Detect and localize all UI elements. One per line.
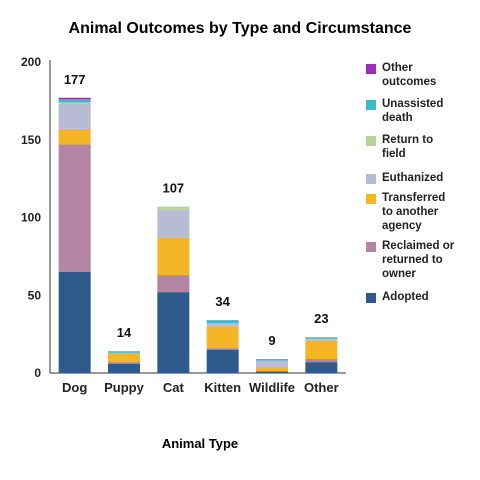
legend-item: Return to field xyxy=(366,133,480,161)
legend-swatch xyxy=(366,194,376,204)
legend-item: Adopted xyxy=(366,290,480,304)
legend-label: Other outcomes xyxy=(382,62,437,88)
legend-item: Other outcomes xyxy=(366,61,480,89)
bar-segment-cat-return-to-field xyxy=(157,206,190,210)
x-tick-label: Dog xyxy=(62,380,87,395)
legend-swatch xyxy=(366,174,376,184)
y-tick-label: 100 xyxy=(21,211,41,225)
bar-segment-puppy-adopted xyxy=(108,363,140,373)
x-tick-label: Other xyxy=(304,380,339,395)
bar-segment-kitten-transferred-to-another-agency xyxy=(206,326,239,349)
legend-label: Transferred to another agency xyxy=(382,192,446,232)
legend-item: Unassisted death xyxy=(366,97,480,125)
x-axis-title: Animal Type xyxy=(161,436,239,451)
bar-segment-dog-other-outcomes xyxy=(58,97,91,100)
bar-segment-other-unassisted-death xyxy=(305,337,338,339)
bar-segment-wildlife-euthanized xyxy=(256,360,288,367)
legend-label: Euthanized xyxy=(382,172,444,184)
y-tick-label: 200 xyxy=(21,55,41,69)
bar-segment-dog-transferred-to-another-agency xyxy=(58,128,91,145)
bar-segment-puppy-unassisted-death xyxy=(108,351,140,353)
legend-item: Euthanized xyxy=(366,171,480,185)
bar-segment-cat-reclaimed-or-returned-to-owner xyxy=(157,275,190,293)
bar-segment-kitten-euthanized xyxy=(206,323,239,327)
bar-segment-puppy-transferred-to-another-agency xyxy=(108,352,140,363)
bar-segment-dog-reclaimed-or-returned-to-owner xyxy=(58,144,91,272)
bar-segment-cat-adopted xyxy=(157,292,190,373)
y-tick-label: 150 xyxy=(21,133,41,147)
y-tick-label: 50 xyxy=(28,288,42,302)
bar-segment-kitten-adopted xyxy=(206,349,239,373)
bar-segment-other-adopted xyxy=(305,362,338,373)
bar-segment-wildlife-unassisted-death xyxy=(256,359,288,361)
legend-label: Adopted xyxy=(382,291,429,303)
bar-segment-cat-transferred-to-another-agency xyxy=(157,237,190,276)
bar-total-label: 14 xyxy=(117,325,132,340)
bar-total-label: 177 xyxy=(64,72,86,87)
legend-swatch xyxy=(366,242,376,252)
x-tick-label: Puppy xyxy=(104,380,144,395)
bar-total-label: 107 xyxy=(162,181,184,196)
legend-item: Reclaimed or returned to owner xyxy=(366,239,480,281)
bar-segment-kitten-reclaimed-or-returned-to-owner xyxy=(206,348,239,350)
bar-segment-dog-adopted xyxy=(58,271,91,373)
bar-segment-puppy-reclaimed-or-returned-to-owner xyxy=(108,362,140,364)
bar-segment-kitten-unassisted-death xyxy=(206,320,239,324)
legend-swatch xyxy=(366,100,376,110)
bar-segment-other-reclaimed-or-returned-to-owner xyxy=(305,359,338,363)
x-tick-label: Cat xyxy=(163,380,185,395)
x-tick-label: Wildlife xyxy=(249,380,295,395)
bar-total-label: 34 xyxy=(215,294,230,309)
bar-segment-other-transferred-to-another-agency xyxy=(305,340,338,360)
y-tick-label: 0 xyxy=(34,366,41,380)
bar-segment-cat-euthanized xyxy=(157,209,190,238)
bar-segment-dog-euthanized xyxy=(58,103,91,129)
legend-label: Unassisted death xyxy=(382,98,444,124)
bar-segment-wildlife-adopted xyxy=(256,371,288,373)
chart-title: Animal Outcomes by Type and Circumstance xyxy=(68,20,412,37)
legend-label: Reclaimed or returned to owner xyxy=(382,240,455,280)
bar-total-label: 9 xyxy=(268,333,275,348)
bar-segment-dog-unassisted-death xyxy=(58,99,91,103)
bar-segment-dog-return-to-field xyxy=(58,102,91,104)
bar-segment-other-euthanized xyxy=(305,338,338,341)
bar-segment-wildlife-transferred-to-another-agency xyxy=(256,366,288,372)
legend-swatch xyxy=(366,293,376,303)
legend-swatch xyxy=(366,64,376,74)
bar-total-label: 23 xyxy=(314,311,328,326)
x-tick-label: Kitten xyxy=(204,380,241,395)
legend-label: Return to field xyxy=(382,134,434,160)
legend-item: Transferred to another agency xyxy=(366,191,480,233)
legend-swatch xyxy=(366,136,376,146)
